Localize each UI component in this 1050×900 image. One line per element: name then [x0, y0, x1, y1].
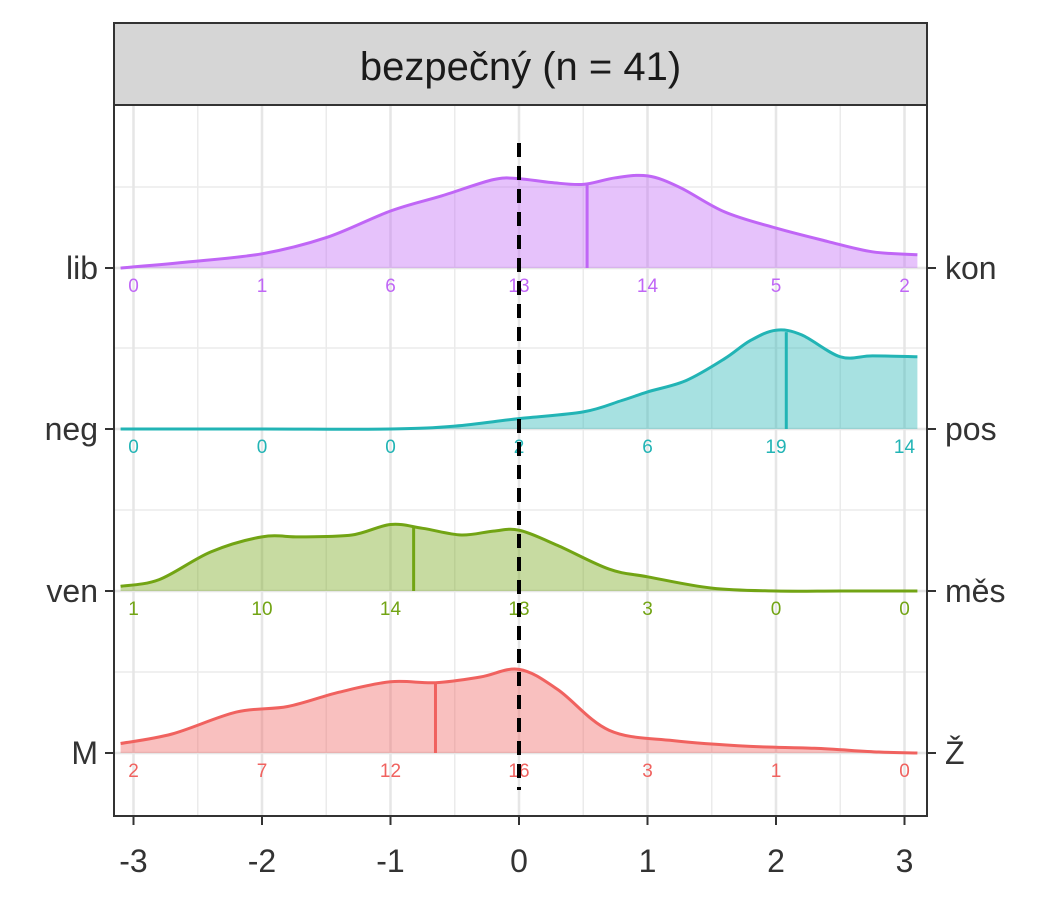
panel-title: bezpečný (n = 41): [360, 45, 681, 89]
count-label: 14: [380, 599, 402, 620]
count-label: 0: [385, 437, 396, 458]
count-label: 0: [771, 599, 782, 620]
left-category-label: lib: [66, 250, 98, 286]
count-label: 6: [642, 437, 653, 458]
count-label: 0: [899, 761, 910, 782]
grid-layer: [114, 105, 927, 816]
density-curve-neg: [120, 328, 918, 431]
left-category-label: ven: [46, 573, 98, 609]
density-curve-M: [120, 667, 918, 755]
count-label: 2: [899, 276, 910, 297]
count-label: 2: [128, 761, 139, 782]
count-label: 1: [771, 761, 782, 782]
right-category-label: Ž: [945, 735, 965, 771]
count-label: 19: [765, 437, 786, 458]
left-category-label: M: [71, 735, 98, 771]
count-label: 0: [128, 276, 139, 297]
count-label: 10: [251, 599, 272, 620]
x-tick-label: 2: [767, 843, 785, 879]
plot-border: [113, 104, 928, 817]
density-area-neg: [120, 329, 918, 430]
count-label: 7: [257, 761, 268, 782]
count-label: 14: [894, 437, 916, 458]
count-label: 0: [128, 437, 139, 458]
count-label: 5: [771, 276, 782, 297]
right-category-label: pos: [945, 411, 997, 447]
count-label: 0: [899, 599, 910, 620]
x-tick-label: 1: [639, 843, 657, 879]
x-tick-label: -3: [119, 843, 147, 879]
x-tick-label: 0: [510, 843, 528, 879]
right-category-label: kon: [945, 250, 997, 286]
x-tick-label: -1: [376, 843, 404, 879]
density-curve-ven: [120, 522, 918, 593]
count-label: 0: [257, 437, 268, 458]
density-curve-lib: [120, 173, 918, 270]
count-label: 1: [128, 599, 139, 620]
x-tick-label: 3: [896, 843, 914, 879]
count-label: 3: [642, 761, 653, 782]
density-area-M: [120, 669, 918, 753]
strip-background: [113, 22, 928, 106]
count-label: 12: [380, 761, 401, 782]
count-label: 3: [642, 599, 653, 620]
count-label: 6: [385, 276, 396, 297]
count-label: 14: [637, 276, 659, 297]
x-tick-label: -2: [248, 843, 276, 879]
count-label: 1: [257, 276, 268, 297]
right-category-label: měs: [945, 573, 1005, 609]
left-category-label: neg: [45, 411, 98, 447]
